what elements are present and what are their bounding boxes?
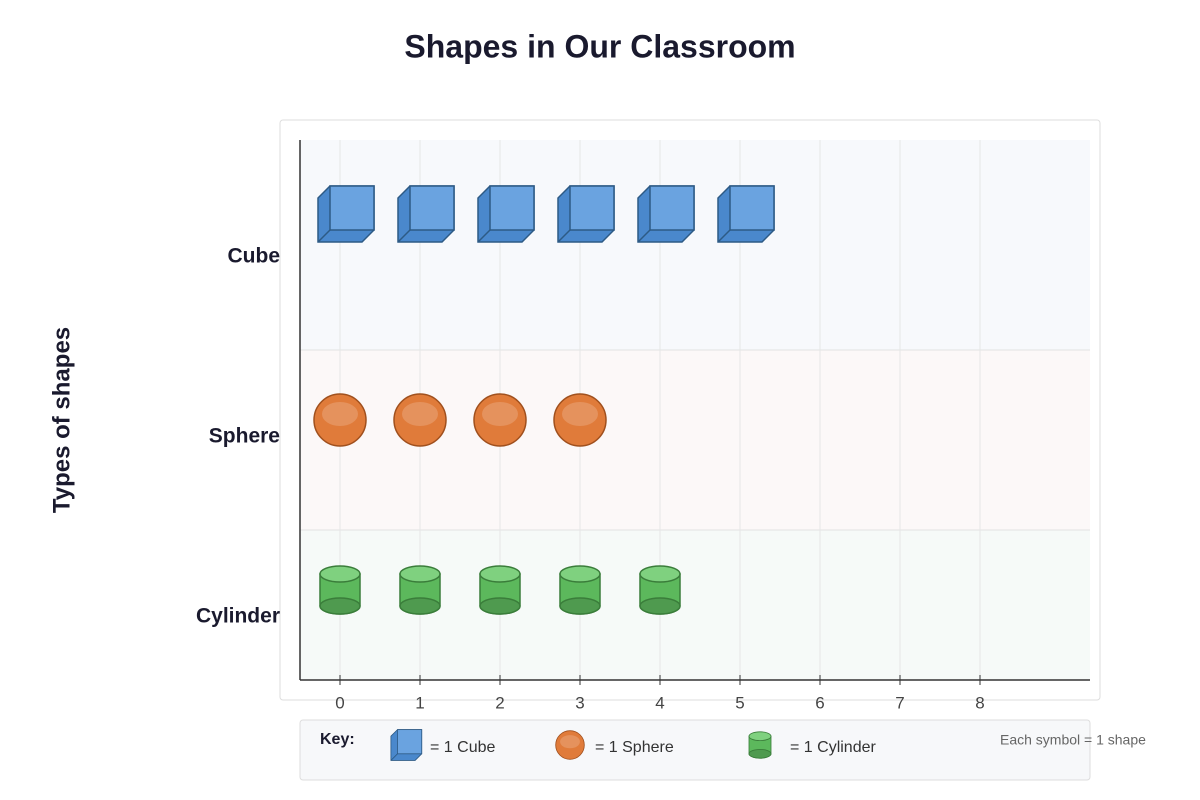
cylinder-icon (319, 565, 361, 615)
key-box (299, 719, 1091, 781)
x-tick-label: 2 (495, 693, 504, 712)
sphere-icon (473, 393, 527, 447)
sphere-icon (393, 393, 447, 447)
cylinder-base (639, 597, 681, 615)
sphere-body (553, 393, 607, 447)
y-tick-label: Cylinder (196, 605, 280, 628)
sphere-shine (562, 402, 598, 426)
cylinder-icon (479, 565, 521, 615)
cube-icon (637, 185, 695, 243)
x-tick-label: 0 (335, 693, 344, 712)
cylinder-base (399, 597, 441, 615)
cube-icon (390, 729, 423, 761)
key-title: Key: (320, 731, 355, 748)
key-entry: = 1 Cylinder (790, 739, 876, 756)
cylinder-base (319, 597, 361, 615)
cylinder-base (748, 748, 772, 759)
sphere-shine (560, 735, 580, 749)
cube-edge (477, 229, 491, 243)
cube-edge (717, 229, 731, 243)
cube-front (729, 185, 775, 231)
cube-front (649, 185, 695, 231)
sphere-shine (402, 402, 438, 426)
x-tick-label: 3 (575, 693, 584, 712)
sphere-body (473, 393, 527, 447)
cylinder-icon (639, 565, 681, 615)
x-tick-label: 4 (655, 693, 664, 712)
row-band (300, 140, 1090, 350)
sphere-icon (555, 730, 585, 760)
sphere-icon (553, 393, 607, 447)
cylinder-base (559, 597, 601, 615)
chart-title: Shapes in Our Classroom (404, 28, 795, 64)
key-entry: = 1 Sphere (595, 739, 674, 756)
cube-front (329, 185, 375, 231)
cube-icon (557, 185, 615, 243)
sphere-shine (322, 402, 358, 426)
sphere-shine (482, 402, 518, 426)
cube-edge (397, 229, 411, 243)
cube-front (409, 185, 455, 231)
y-tick-label: Sphere (209, 425, 280, 448)
cube-front (569, 185, 615, 231)
sphere-icon (313, 393, 367, 447)
cube-edge (390, 753, 398, 761)
cube-edge (317, 229, 331, 243)
sphere-body (393, 393, 447, 447)
x-tick-label: 8 (975, 693, 984, 712)
cube-edge (637, 229, 651, 243)
y-tick-label: Cube (228, 245, 281, 268)
y-axis-label: Types of shapes (48, 327, 75, 513)
cube-icon (477, 185, 535, 243)
cube-front (397, 729, 423, 755)
cylinder-top (479, 565, 521, 583)
cylinder-top (319, 565, 361, 583)
cube-icon (397, 185, 455, 243)
cube-front (489, 185, 535, 231)
cylinder-icon (399, 565, 441, 615)
cube-icon (717, 185, 775, 243)
x-tick-label: 6 (815, 693, 824, 712)
cylinder-top (748, 731, 772, 742)
x-tick-label: 1 (415, 693, 424, 712)
cylinder-base (479, 597, 521, 615)
x-tick-label: 5 (735, 693, 744, 712)
cylinder-icon (559, 565, 601, 615)
sphere-body (313, 393, 367, 447)
sphere-body (555, 730, 585, 760)
cylinder-icon (748, 731, 772, 759)
key-entry: = 1 Cube (430, 739, 495, 756)
cube-edge (557, 229, 571, 243)
cylinder-top (559, 565, 601, 583)
cube-icon (317, 185, 375, 243)
key-note: Each symbol = 1 shape (1000, 732, 1146, 748)
x-tick-label: 7 (895, 693, 904, 712)
cylinder-top (399, 565, 441, 583)
cylinder-top (639, 565, 681, 583)
